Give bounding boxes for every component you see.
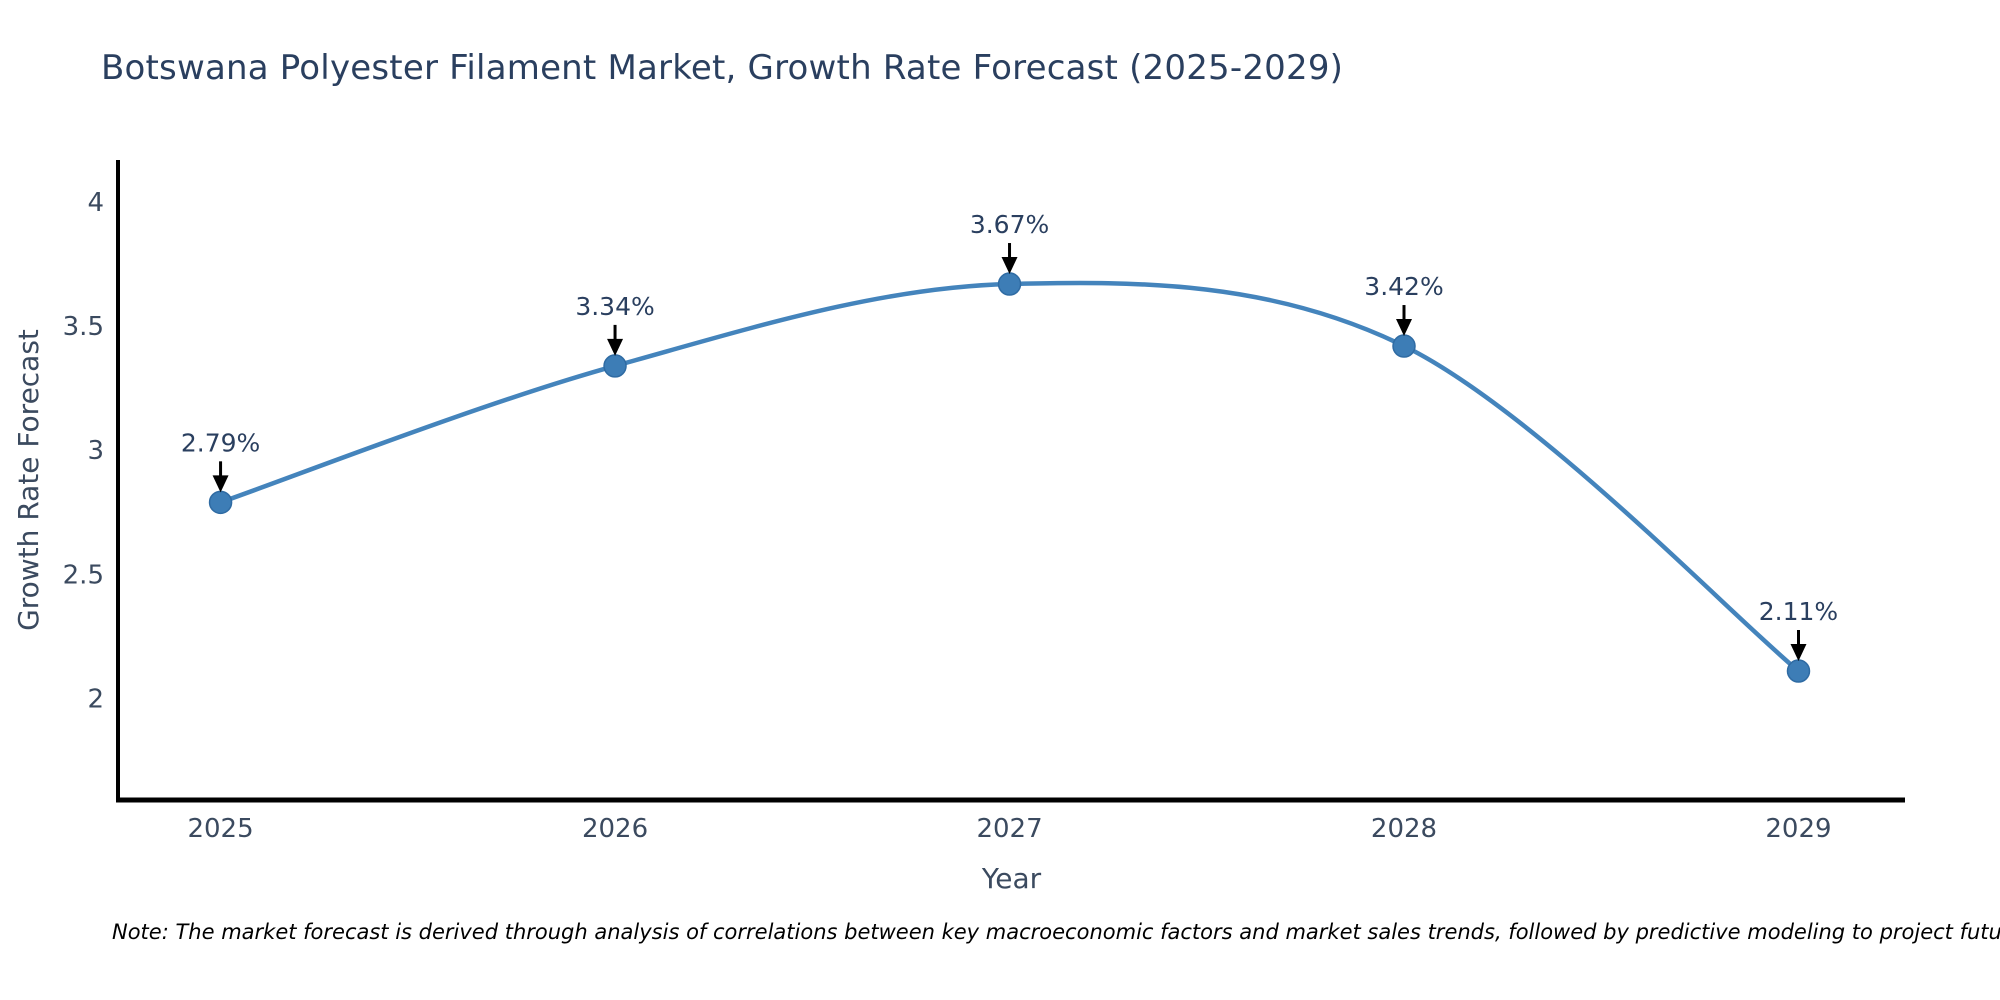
annotation-arrow-head <box>607 338 624 356</box>
forecast-line <box>218 280 1801 674</box>
data-point-label: 2.79% <box>181 428 260 457</box>
y-tick-label: 3.5 <box>63 312 104 342</box>
data-point-marker <box>603 354 627 378</box>
annotation-arrow-head <box>1396 319 1413 337</box>
annotation-arrow-head <box>212 475 229 493</box>
data-point-marker <box>208 490 233 515</box>
data-point-label: 3.42% <box>1364 272 1443 301</box>
x-axis-title: Year <box>981 862 1042 895</box>
y-tick-label: 2.5 <box>63 560 104 590</box>
y-tick-label: 4 <box>87 188 104 218</box>
annotation-arrow-head <box>1001 257 1018 275</box>
y-tick-label: 3 <box>87 436 104 466</box>
annotation-arrow-head <box>1790 644 1807 662</box>
x-tick-label: 2029 <box>1765 814 1831 844</box>
data-point-marker <box>997 272 1022 296</box>
data-point-marker <box>1786 659 1811 683</box>
x-tick-label: 2025 <box>187 814 253 844</box>
y-tick-label: 2 <box>87 684 104 714</box>
chart-title: Botswana Polyester Filament Market, Grow… <box>101 48 1344 88</box>
x-tick-label: 2028 <box>1371 814 1437 844</box>
x-tick-label: 2027 <box>976 814 1042 844</box>
data-point-label: 3.67% <box>970 210 1049 239</box>
data-point-label: 2.11% <box>1759 597 1838 626</box>
x-tick-label: 2026 <box>582 814 648 844</box>
footnote: Note: The market forecast is derived thr… <box>112 920 2000 944</box>
data-point-marker <box>1392 334 1416 358</box>
y-axis-title: Growth Rate Forecast <box>12 329 45 631</box>
data-point-label: 3.34% <box>575 292 654 321</box>
